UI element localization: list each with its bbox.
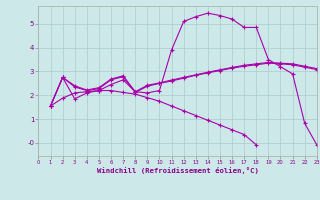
X-axis label: Windchill (Refroidissement éolien,°C): Windchill (Refroidissement éolien,°C) (97, 167, 259, 174)
